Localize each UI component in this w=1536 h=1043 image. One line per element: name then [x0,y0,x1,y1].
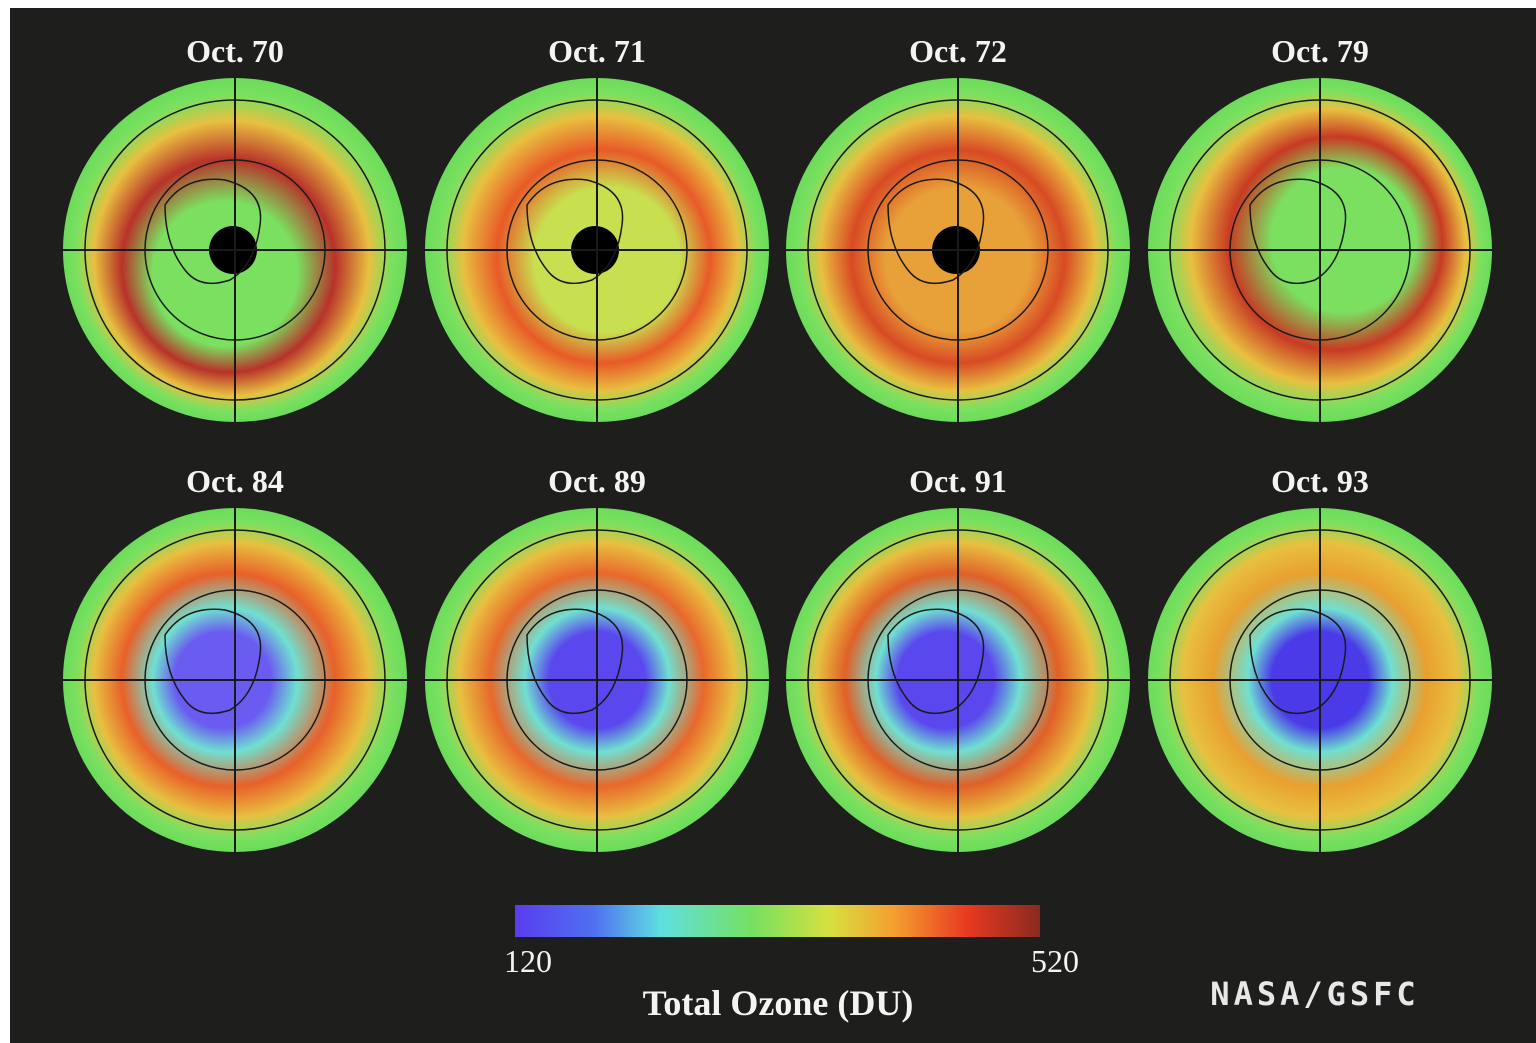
colorbar-max: 520 [1031,943,1079,979]
panel-title: Oct. 71 [548,33,646,69]
ozone-map [1148,508,1492,852]
ozone-map [425,508,769,852]
panel-title: Oct. 93 [1271,463,1369,499]
colorbar-title: Total Ozone (DU) [643,983,914,1023]
ozone-map [63,78,407,422]
colorbar [515,905,1040,937]
ozone-map [63,508,407,852]
panel-title: Oct. 79 [1271,33,1369,69]
credit: NASA/GSFC [1210,975,1419,1013]
ozone-map [786,508,1130,852]
panel-title: Oct. 70 [186,33,284,69]
panel-title: Oct. 84 [186,463,284,499]
panel-title: Oct. 89 [548,463,646,499]
ozone-map [786,78,1130,422]
panel-title: Oct. 72 [909,33,1007,69]
ozone-map [1148,78,1492,422]
ozone-map [425,78,769,422]
colorbar-min: 120 [504,943,552,979]
panel-title: Oct. 91 [909,463,1007,499]
